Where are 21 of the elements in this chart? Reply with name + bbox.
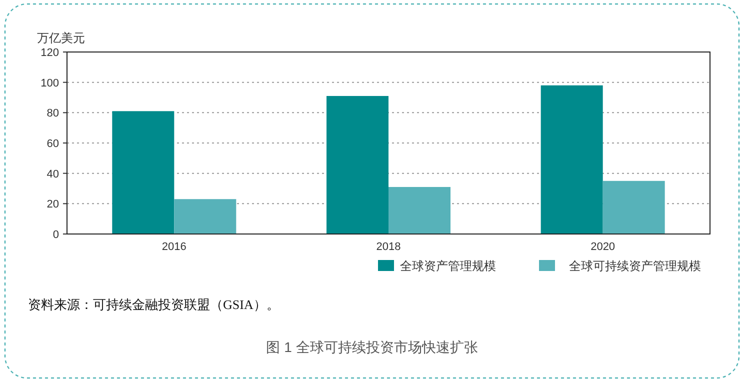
text: 图 1 全球可持续投资市场快速扩张 — [266, 339, 478, 355]
bar — [602, 180, 665, 234]
text: 资料来源：可持续金融投资联盟（GSIA）。 — [28, 297, 280, 312]
y-tick-label: 120 — [40, 47, 59, 59]
x-tick-label: 2020 — [590, 241, 616, 253]
bar — [326, 96, 388, 234]
bar — [112, 111, 174, 234]
y-tick-label: 100 — [40, 77, 59, 90]
y-tick-label: 0 — [52, 229, 59, 241]
y-tick-label: 20 — [46, 198, 59, 211]
y-tick-label: 40 — [46, 168, 59, 180]
x-tick-label: 2018 — [376, 241, 401, 253]
y-tick-label: 60 — [46, 138, 59, 150]
y-axis-title: 万亿美元 — [37, 31, 85, 45]
bar — [540, 85, 603, 234]
legend-label: 全球可持续资产管理规模 — [569, 259, 701, 273]
bar — [388, 186, 450, 234]
x-tick-label: 2016 — [162, 241, 186, 253]
legend-label: 全球资产管理规模 — [400, 259, 496, 273]
y-tick-label: 80 — [46, 108, 59, 120]
bar — [174, 199, 236, 234]
